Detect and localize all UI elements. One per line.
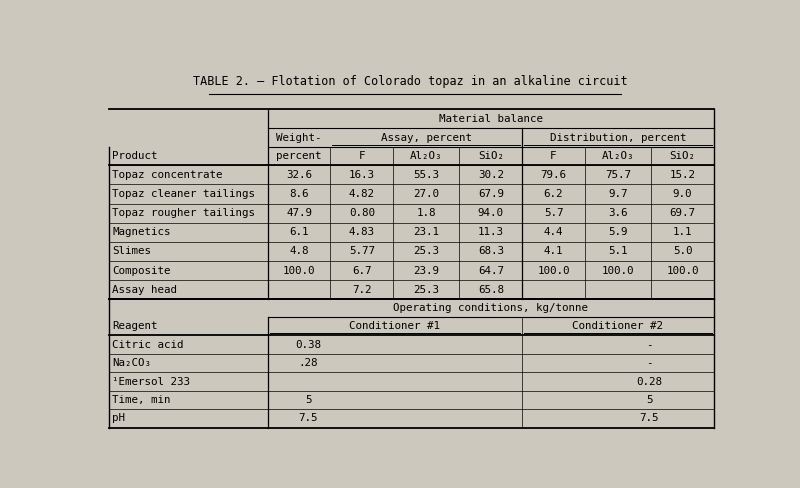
Text: 1.1: 1.1 <box>673 227 692 237</box>
Text: 100.0: 100.0 <box>283 265 315 276</box>
Text: 9.7: 9.7 <box>608 189 628 199</box>
Text: 5.9: 5.9 <box>608 227 628 237</box>
Text: .28: .28 <box>298 358 318 368</box>
Text: 15.2: 15.2 <box>670 170 695 180</box>
Text: Product: Product <box>112 151 158 161</box>
Text: 100.0: 100.0 <box>538 265 570 276</box>
Text: 100.0: 100.0 <box>666 265 698 276</box>
Text: 23.1: 23.1 <box>414 227 439 237</box>
Text: F: F <box>358 151 365 161</box>
Text: 68.3: 68.3 <box>478 246 504 257</box>
Text: Weight-: Weight- <box>276 133 322 142</box>
Text: 5: 5 <box>646 395 653 405</box>
Text: 4.1: 4.1 <box>544 246 563 257</box>
Text: 1.8: 1.8 <box>417 208 436 218</box>
Text: Topaz rougher tailings: Topaz rougher tailings <box>112 208 255 218</box>
Text: Assay head: Assay head <box>112 285 178 295</box>
Text: 6.1: 6.1 <box>290 227 309 237</box>
Text: Na₂CO₃: Na₂CO₃ <box>112 358 151 368</box>
Text: Assay, percent: Assay, percent <box>381 133 472 142</box>
Text: 65.8: 65.8 <box>478 285 504 295</box>
Text: -: - <box>646 340 653 350</box>
Text: 75.7: 75.7 <box>605 170 631 180</box>
Text: 6.7: 6.7 <box>352 265 371 276</box>
Text: 4.83: 4.83 <box>349 227 374 237</box>
Text: Reagent: Reagent <box>112 321 158 331</box>
Text: TABLE 2. – Flotation of Colorado topaz in an alkaline circuit: TABLE 2. – Flotation of Colorado topaz i… <box>193 76 627 88</box>
Text: Magnetics: Magnetics <box>112 227 171 237</box>
Text: 25.3: 25.3 <box>414 246 439 257</box>
Text: 25.3: 25.3 <box>414 285 439 295</box>
Text: 94.0: 94.0 <box>478 208 504 218</box>
Text: 8.6: 8.6 <box>290 189 309 199</box>
Text: 16.3: 16.3 <box>349 170 374 180</box>
Text: Conditioner #1: Conditioner #1 <box>350 321 441 331</box>
Text: Time, min: Time, min <box>112 395 171 405</box>
Text: 9.0: 9.0 <box>673 189 692 199</box>
Text: SiO₂: SiO₂ <box>670 151 695 161</box>
Text: 5.77: 5.77 <box>349 246 374 257</box>
Text: 7.2: 7.2 <box>352 285 371 295</box>
Text: 0.28: 0.28 <box>636 377 662 386</box>
Text: 4.8: 4.8 <box>290 246 309 257</box>
Text: 79.6: 79.6 <box>541 170 566 180</box>
Text: 30.2: 30.2 <box>478 170 504 180</box>
Text: 7.5: 7.5 <box>639 413 659 424</box>
Text: Conditioner #2: Conditioner #2 <box>573 321 663 331</box>
Text: 100.0: 100.0 <box>602 265 634 276</box>
Text: 67.9: 67.9 <box>478 189 504 199</box>
Text: 0.38: 0.38 <box>295 340 322 350</box>
Text: Al₂O₃: Al₂O₃ <box>602 151 634 161</box>
Text: SiO₂: SiO₂ <box>478 151 504 161</box>
Text: 5.1: 5.1 <box>608 246 628 257</box>
Text: Topaz cleaner tailings: Topaz cleaner tailings <box>112 189 255 199</box>
Text: 32.6: 32.6 <box>286 170 312 180</box>
Text: 23.9: 23.9 <box>414 265 439 276</box>
Text: 11.3: 11.3 <box>478 227 504 237</box>
Text: 69.7: 69.7 <box>670 208 695 218</box>
Text: Material balance: Material balance <box>438 114 542 124</box>
Text: 5.7: 5.7 <box>544 208 563 218</box>
Text: 47.9: 47.9 <box>286 208 312 218</box>
Text: 7.5: 7.5 <box>298 413 318 424</box>
Text: Citric acid: Citric acid <box>112 340 184 350</box>
Text: F: F <box>550 151 557 161</box>
Text: 55.3: 55.3 <box>414 170 439 180</box>
Text: 6.2: 6.2 <box>544 189 563 199</box>
Text: 4.4: 4.4 <box>544 227 563 237</box>
Text: Operating conditions, kg/tonne: Operating conditions, kg/tonne <box>394 303 588 313</box>
Text: Distribution, percent: Distribution, percent <box>550 133 686 142</box>
Text: pH: pH <box>112 413 126 424</box>
Text: 3.6: 3.6 <box>608 208 628 218</box>
Text: ¹Emersol 233: ¹Emersol 233 <box>112 377 190 386</box>
Text: Al₂O₃: Al₂O₃ <box>410 151 442 161</box>
Text: Composite: Composite <box>112 265 171 276</box>
Text: 5: 5 <box>305 395 312 405</box>
Text: 27.0: 27.0 <box>414 189 439 199</box>
Text: 4.82: 4.82 <box>349 189 374 199</box>
Text: Topaz concentrate: Topaz concentrate <box>112 170 223 180</box>
Text: percent: percent <box>276 151 322 161</box>
Text: -: - <box>646 358 653 368</box>
Text: 5.0: 5.0 <box>673 246 692 257</box>
Text: 64.7: 64.7 <box>478 265 504 276</box>
Text: 0.80: 0.80 <box>349 208 374 218</box>
Text: Slimes: Slimes <box>112 246 151 257</box>
